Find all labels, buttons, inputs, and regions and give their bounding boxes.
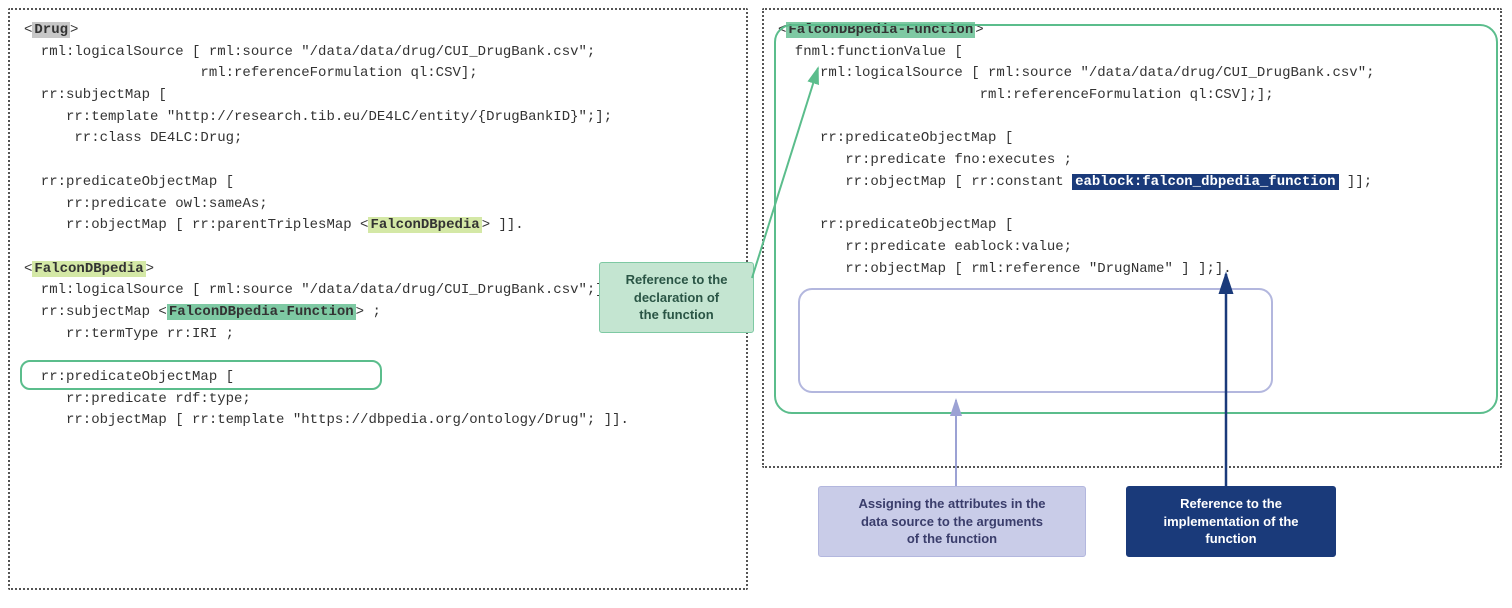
t: rr:predicate rdf:type; xyxy=(24,391,251,407)
drug-tag: Drug xyxy=(32,22,70,38)
t: rml:referenceFormulation ql:CSV]; xyxy=(24,65,478,81)
t: > xyxy=(146,261,154,277)
t: rr:class DE4LC:Drug; xyxy=(24,130,242,146)
callout-reference-implementation: Reference to theimplementation of thefun… xyxy=(1126,486,1336,557)
t: rr:termType rr:IRI ; xyxy=(24,326,234,342)
falcondbpedia-tag: FalconDBpedia xyxy=(32,261,145,277)
t: rml:logicalSource [ rml:source "/data/da… xyxy=(24,282,612,298)
t: rr:objectMap [ rr:template "https://dbpe… xyxy=(24,412,629,428)
t: rr:template "http://research.tib.eu/DE4L… xyxy=(24,109,612,125)
green-box-small xyxy=(20,360,382,390)
t: rr:subjectMap [ xyxy=(24,87,167,103)
t: rr:subjectMap < xyxy=(24,304,167,320)
t: rr:predicate owl:sameAs; xyxy=(24,196,268,212)
diagram-wrap: <Drug> rml:logicalSource [ rml:source "/… xyxy=(8,8,1504,590)
falcondbpedia-ref-1: FalconDBpedia xyxy=(368,217,481,233)
t: > xyxy=(70,22,78,38)
callout-assigning-attributes: Assigning the attributes in thedata sour… xyxy=(818,486,1086,557)
falcondbpedia-function-ref-left: FalconDBpedia-Function xyxy=(167,304,356,320)
t: rr:predicateObjectMap [ xyxy=(24,174,234,190)
t: > ; xyxy=(356,304,381,320)
t: rr:objectMap [ rr:parentTriplesMap < xyxy=(24,217,368,233)
t: > ]]. xyxy=(482,217,524,233)
lavender-box xyxy=(798,288,1273,393)
t: rml:logicalSource [ rml:source "/data/da… xyxy=(24,44,595,60)
callout-reference-declaration: Reference to thedeclaration ofthe functi… xyxy=(599,262,754,333)
